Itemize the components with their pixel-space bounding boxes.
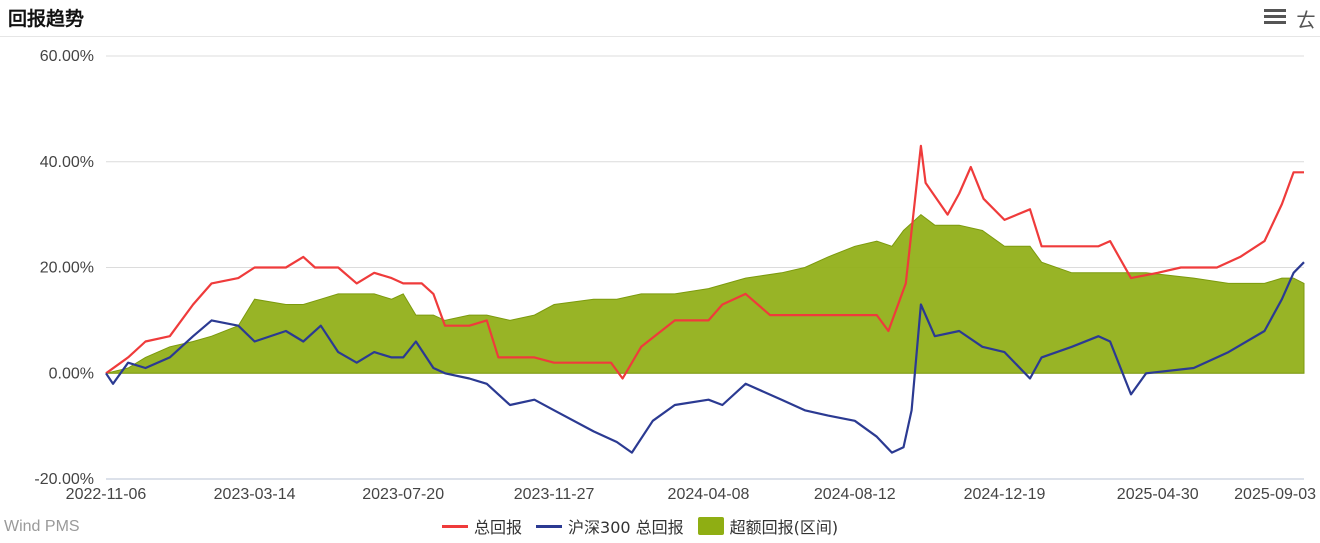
chart-title: 回报趋势: [8, 8, 85, 30]
legend-total-swatch: [442, 524, 468, 528]
legend-index-label: 沪深300 总回报: [568, 518, 684, 537]
chart-legend: 总回报 沪深300 总回报 超额回报(区间): [442, 514, 852, 538]
y-tick-label: 20.00%: [40, 260, 94, 277]
total-return-line: [105, 144, 1304, 380]
x-tick-label: 2023-07-20: [362, 486, 444, 503]
menu-icon[interactable]: [1264, 6, 1286, 26]
x-tick-label: 2024-12-19: [964, 486, 1046, 503]
legend-index-return[interactable]: 沪深300 总回报: [536, 514, 684, 538]
toolbar-icon[interactable]: ㄊ: [1296, 8, 1316, 32]
x-tick-label: 2023-11-27: [514, 486, 595, 503]
y-tick-label: 60.00%: [40, 48, 94, 65]
title-divider: [0, 36, 1320, 37]
legend-excess-swatch: [697, 517, 724, 535]
x-tick-label: 2022-11-06: [66, 486, 147, 503]
legend-total-label: 总回报: [474, 518, 523, 537]
y-tick-label: 40.00%: [40, 154, 94, 171]
legend-excess-return[interactable]: 超额回报(区间): [697, 514, 839, 538]
legend-total-return[interactable]: 总回报: [442, 514, 522, 538]
x-tick-label: 2024-04-08: [668, 486, 750, 503]
legend-excess-label: 超额回报(区间): [729, 518, 839, 537]
x-tick-label: 2024-08-12: [814, 486, 896, 503]
x-tick-label: 2023-03-14: [214, 486, 296, 503]
x-tick-label: 2025-04-30: [1117, 486, 1199, 503]
y-tick-label: 0.00%: [49, 365, 94, 382]
watermark: Wind PMS: [4, 518, 80, 535]
legend-index-swatch: [536, 524, 563, 528]
x-tick-label: 2025-09-03: [1234, 486, 1316, 503]
excess-return-area: [105, 213, 1305, 374]
y-tick-label: -20.00%: [34, 471, 94, 488]
index-return-line: [105, 261, 1305, 454]
